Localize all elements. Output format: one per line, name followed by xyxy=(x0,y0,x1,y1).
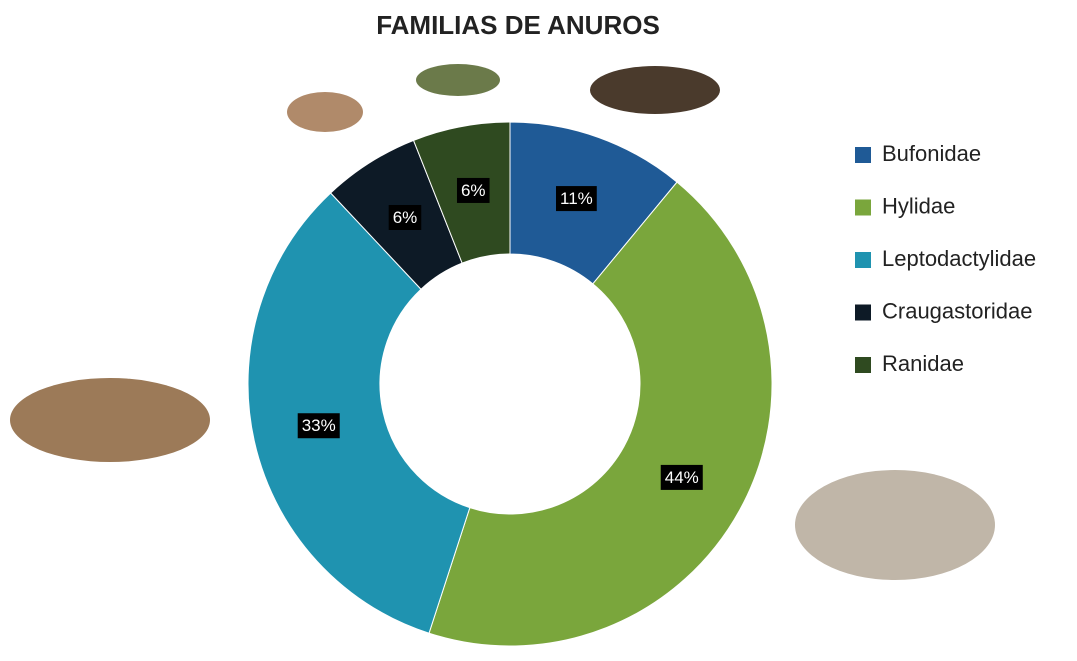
value-label-group: 11% xyxy=(556,186,597,212)
legend-swatch xyxy=(855,357,871,373)
value-label-box xyxy=(297,413,340,439)
chart-title: FAMILIAS DE ANUROS xyxy=(376,10,660,40)
legend-swatch xyxy=(855,252,871,268)
legend-label: Bufonidae xyxy=(882,141,981,166)
frog-image xyxy=(10,378,210,462)
value-label-group: 33% xyxy=(297,413,340,439)
value-label: 33% xyxy=(302,416,336,435)
legend-swatch xyxy=(855,304,871,321)
legend-swatch xyxy=(855,147,871,163)
frog-images xyxy=(10,64,995,580)
legend-label: Craugastoridae xyxy=(882,298,1032,323)
value-label: 6% xyxy=(393,208,418,227)
legend-label: Ranidae xyxy=(882,351,964,376)
legend-swatch xyxy=(855,199,871,216)
value-label-box xyxy=(456,177,490,203)
frog-image xyxy=(795,470,995,580)
value-label-group: 6% xyxy=(388,204,422,230)
value-label-box xyxy=(556,186,597,212)
value-label-group: 6% xyxy=(456,177,490,203)
donut-slice xyxy=(247,192,471,634)
value-label-group: 44% xyxy=(660,464,703,490)
value-label: 11% xyxy=(560,189,593,208)
frog-image xyxy=(287,92,363,132)
value-label-box xyxy=(388,204,422,230)
value-label: 6% xyxy=(461,181,486,200)
legend-label: Hylidae xyxy=(882,193,955,218)
frog-image xyxy=(590,66,720,114)
value-label: 44% xyxy=(665,468,699,487)
donut-slice xyxy=(428,181,773,647)
frog-image xyxy=(416,64,500,96)
legend-label: Leptodactylidae xyxy=(882,246,1036,271)
value-label-box xyxy=(660,464,703,490)
